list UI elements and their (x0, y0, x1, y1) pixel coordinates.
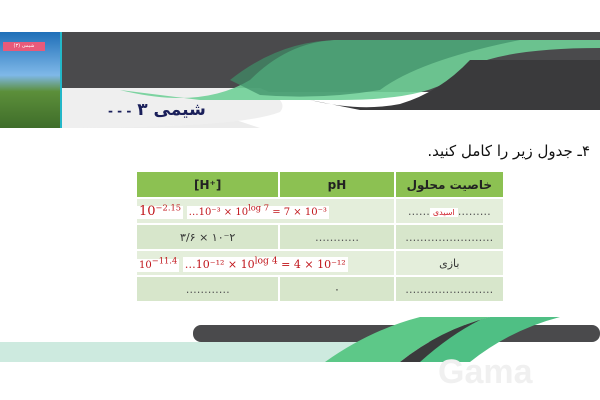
h-work: …10⁻¹² × 10log 4 = 4 × 10⁻¹² (182, 255, 348, 272)
property-cell: بازی (393, 249, 506, 277)
book-cover-label: شیمی (۳) (3, 42, 45, 51)
question-text: ۴ـ جدول زیر را کامل کنید. (427, 142, 590, 160)
table-row: 10−11.4 …10⁻¹² × 10log 4 = 4 × 10⁻¹² باز… (135, 249, 506, 277)
header-property: خاصیت محلول (393, 170, 506, 199)
h-answer: 10−11.4 (137, 255, 180, 272)
title-text: شیمی ۳ (137, 100, 206, 120)
header-ph: pH (278, 170, 396, 199)
table-header-row: [H⁺] pH خاصیت محلول (134, 170, 506, 199)
property-cell: …………………… (393, 223, 506, 251)
property-cell: …… اسیدی……… (393, 197, 506, 225)
table-row: 10−2.15 …10⁻³ × 10log 7 = 7 × 10⁻³ …… اسی… (135, 197, 506, 225)
ph-cell: ۰ (278, 275, 396, 303)
ph-cell: ………… (278, 223, 396, 251)
h-answer: 10−2.15 (137, 202, 184, 220)
property-cell: …………………… (393, 275, 506, 303)
gama-logo: Gama (438, 353, 533, 391)
book-cover-image: شیمی (۳) (0, 32, 62, 128)
h-cell: ۳/۶ × ۱۰⁻۲ (134, 223, 281, 251)
property-answer: اسیدی (429, 207, 458, 217)
table-row: ………… ۰ …………………… (134, 275, 506, 303)
h-cell: ………… (134, 275, 281, 303)
page-title: شیمی ۳ - - - (108, 100, 206, 120)
header-h-concentration: [H⁺] (134, 170, 281, 199)
title-dashes: - - - (108, 104, 132, 118)
h-work: …10⁻³ × 10log 7 = 7 × 10⁻³ (186, 202, 329, 220)
ph-table: [H⁺] pH خاصیت محلول 10−2.15 …10⁻³ × 10lo… (134, 170, 506, 303)
table-row: ۳/۶ × ۱۰⁻۲ ………… …………………… (134, 223, 506, 251)
